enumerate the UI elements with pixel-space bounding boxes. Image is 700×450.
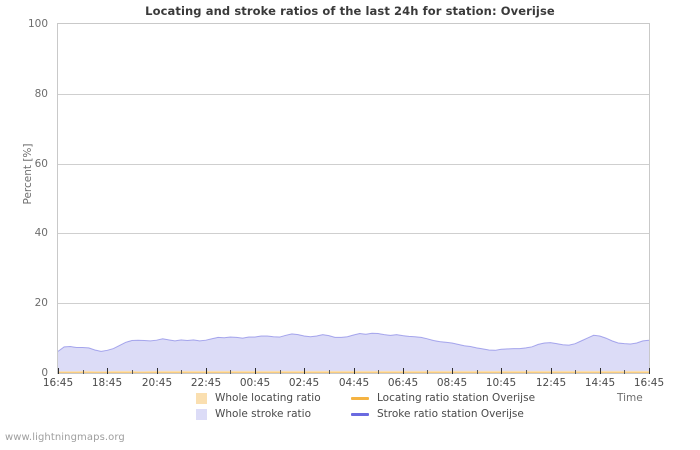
x-axis-tick	[58, 368, 59, 374]
gridline	[58, 303, 649, 304]
legend-swatch-icon	[196, 392, 207, 404]
x-axis-tick	[403, 368, 404, 374]
gridline	[58, 164, 649, 165]
watermark-text: www.lightningmaps.org	[5, 432, 125, 443]
legend-label: Locating ratio station Overijse	[377, 392, 536, 404]
x-axis-tick-label: 10:45	[485, 377, 517, 389]
x-axis-tick-label: 12:45	[535, 377, 567, 389]
x-axis-minor-tick	[624, 370, 625, 374]
chart-legend: Whole locating ratio Whole stroke ratio Lo…	[196, 391, 535, 421]
x-axis-tick-label: 18:45	[91, 377, 123, 389]
x-axis-tick-label: 08:45	[436, 377, 468, 389]
plot-area	[57, 23, 650, 374]
y-axis-tick-label: 20	[34, 297, 48, 310]
line-stroke-ratio-station	[58, 332, 649, 352]
x-axis-minor-tick	[526, 370, 527, 374]
x-axis-tick-label: 06:45	[387, 377, 419, 389]
y-axis-tick-labels: 0 20 40 60 80 100	[0, 0, 48, 450]
x-axis-tick-label: 20:45	[141, 377, 173, 389]
x-axis-minor-tick	[230, 370, 231, 374]
x-axis-minor-tick	[181, 370, 182, 374]
x-axis-tick	[501, 368, 502, 374]
x-axis-tick	[600, 368, 601, 374]
x-axis-tick-label: 02:45	[288, 377, 320, 389]
x-axis-minor-tick	[575, 370, 576, 374]
legend-entry[interactable]: Whole stroke ratio	[196, 407, 311, 421]
legend-entry[interactable]: Locating ratio station Overijse	[351, 391, 535, 405]
y-axis-tick-label: 100	[27, 18, 48, 30]
gridline	[58, 233, 649, 234]
x-axis-title: Time	[617, 392, 643, 404]
x-axis-minor-tick	[427, 370, 428, 374]
x-axis-tick	[206, 368, 207, 374]
x-axis-minor-tick	[132, 370, 133, 374]
x-axis-tick-label: 16:45	[42, 377, 74, 389]
legend-label: Whole locating ratio	[215, 392, 321, 404]
y-axis-tick-label: 80	[34, 87, 48, 100]
x-axis-minor-tick	[329, 370, 330, 374]
y-axis-tick-label: 40	[34, 227, 48, 240]
x-axis-minor-tick	[477, 370, 478, 374]
series-canvas	[58, 332, 649, 373]
legend-line-icon	[351, 396, 369, 400]
chart-title: Locating and stroke ratios of the last 2…	[145, 4, 555, 18]
legend-entry[interactable]: Stroke ratio station Overijse	[351, 407, 524, 421]
x-axis-tick-label: 04:45	[338, 377, 370, 389]
legend-line-icon	[351, 412, 369, 416]
x-axis-minor-tick	[83, 370, 84, 374]
x-axis-minor-tick	[378, 370, 379, 374]
gridline	[58, 94, 649, 95]
x-axis-tick-label: 16:45	[633, 377, 665, 389]
legend-swatch-icon	[196, 408, 207, 420]
y-axis-tick-label: 60	[34, 157, 48, 170]
x-axis-tick	[551, 368, 552, 374]
legend-label: Whole stroke ratio	[215, 408, 311, 420]
legend-entry[interactable]: Whole locating ratio	[196, 391, 321, 405]
x-axis-tick	[452, 368, 453, 374]
x-axis-tick	[255, 368, 256, 374]
x-axis-minor-tick	[280, 370, 281, 374]
area-whole-stroke-ratio	[58, 333, 649, 373]
x-axis-tick-label: 00:45	[239, 377, 271, 389]
x-axis-tick	[107, 368, 108, 374]
y-axis-tick-label: 0	[41, 367, 48, 379]
x-axis-tick	[649, 368, 650, 374]
x-axis-tick	[157, 368, 158, 374]
x-axis-tick-label: 22:45	[190, 377, 222, 389]
legend-label: Stroke ratio station Overijse	[377, 408, 524, 420]
x-axis-tick-label: 14:45	[584, 377, 616, 389]
x-axis-tick	[304, 368, 305, 374]
x-axis-tick	[354, 368, 355, 374]
